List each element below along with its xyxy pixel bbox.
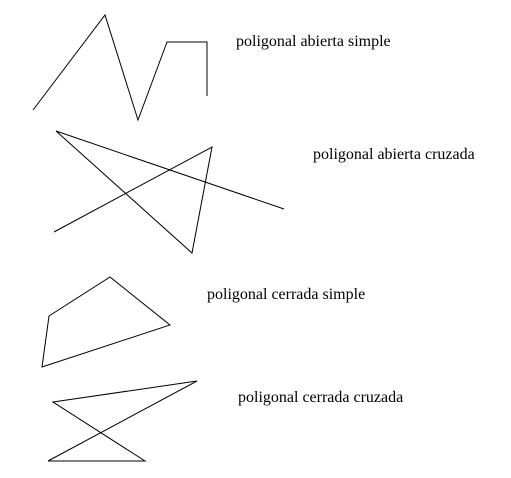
label-closed-crossed: poligonal cerrada cruzada bbox=[238, 389, 404, 406]
closed-simple-polygon bbox=[41, 276, 172, 368]
label-open-crossed: poligonal abierta cruzada bbox=[313, 146, 475, 163]
open-simple-polyline bbox=[32, 13, 208, 122]
label-open-simple: poligonal abierta simple bbox=[236, 33, 391, 50]
closed-crossed-polygon bbox=[47, 380, 198, 462]
open-crossed-polyline bbox=[53, 130, 285, 254]
label-closed-simple: poligonal cerrada simple bbox=[207, 286, 366, 303]
